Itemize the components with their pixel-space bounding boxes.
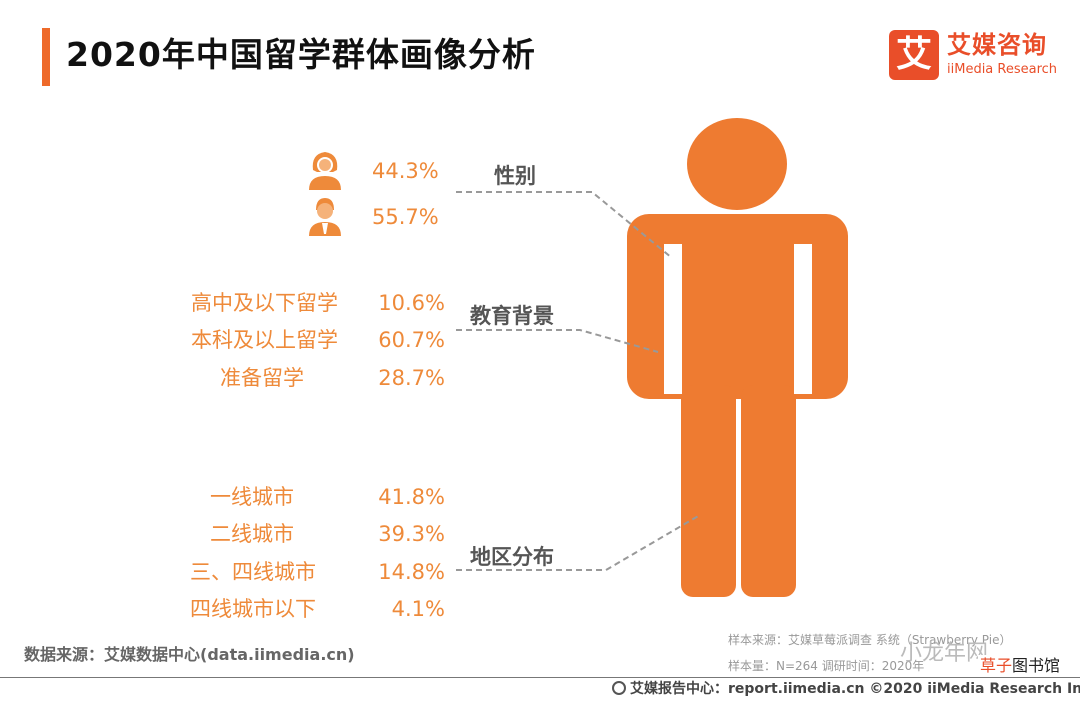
- footer-divider: [0, 677, 1080, 678]
- education-label-preparing: 准备留学: [220, 366, 304, 390]
- region-label-tier1: 一线城市: [210, 485, 294, 509]
- region-label-below-tier4: 四线城市以下: [190, 597, 316, 621]
- region-value-tier2: 39.3%: [378, 522, 445, 546]
- logo-name-en: iiMedia Research: [947, 62, 1058, 77]
- sample-source: 样本来源：艾媒草莓派调查 系统（Strawberry Pie）: [728, 633, 1012, 647]
- education-value-preparing: 28.7%: [378, 366, 445, 390]
- region-value-below-tier4: 4.1%: [391, 597, 445, 621]
- sample-size: 样本量：N=264 调研时间：2020年: [728, 659, 925, 673]
- education-label-highschool: 高中及以下留学: [191, 291, 338, 315]
- watermark: 小龙年网: [900, 641, 989, 666]
- figure-left-leg: [681, 385, 736, 597]
- education-label-bachelor: 本科及以上留学: [191, 328, 338, 352]
- region-label-tier2: 二线城市: [210, 522, 294, 546]
- region-value-tier1: 41.8%: [378, 485, 445, 509]
- globe-icon: [612, 681, 626, 695]
- section-label-gender: 性别: [494, 164, 536, 188]
- title-accent-bar: [42, 28, 50, 86]
- figure-right-armpit-gap: [794, 244, 812, 394]
- corner-badge: 草子图书馆: [978, 655, 1063, 677]
- gender-male-value: 55.7%: [372, 205, 439, 229]
- connector-region: [456, 514, 701, 571]
- corner-badge-part-a: 草子: [980, 656, 1013, 675]
- region-value-tier3-4: 14.8%: [378, 560, 445, 584]
- figure-left-armpit-gap: [664, 244, 682, 394]
- figure-head: [687, 118, 787, 210]
- gender-female-value: 44.3%: [372, 159, 439, 183]
- male-user-icon: [309, 198, 341, 236]
- human-figure: [627, 118, 848, 597]
- education-value-bachelor: 60.7%: [378, 328, 445, 352]
- figure-right-leg: [741, 385, 796, 597]
- region-label-tier3-4: 三、四线城市: [190, 560, 316, 584]
- iimedia-logo: 艾 艾媒咨询 iiMedia Research: [889, 30, 1069, 82]
- figure-torso: [627, 214, 848, 399]
- corner-badge-part-b: 图书馆: [1012, 656, 1061, 675]
- section-label-region: 地区分布: [470, 545, 554, 569]
- section-label-education: 教育背景: [470, 304, 554, 328]
- footer-credit-text: 艾媒报告中心：report.iimedia.cn ©2020 iiMedia R…: [630, 681, 1080, 697]
- logo-name-cn: 艾媒咨询: [947, 31, 1047, 59]
- female-user-icon: [309, 152, 341, 190]
- data-source: 数据来源：艾媒数据中心(data.iimedia.cn): [24, 645, 355, 664]
- connector-gender: [456, 191, 673, 259]
- connector-education: [456, 329, 659, 353]
- logo-mark: 艾: [889, 30, 939, 80]
- education-value-highschool: 10.6%: [378, 291, 445, 315]
- page-title: 2020年中国留学群体画像分析: [66, 35, 536, 74]
- footer-credit: 艾媒报告中心：report.iimedia.cn ©2020 iiMedia R…: [612, 679, 1080, 699]
- connector-lines: [456, 191, 701, 571]
